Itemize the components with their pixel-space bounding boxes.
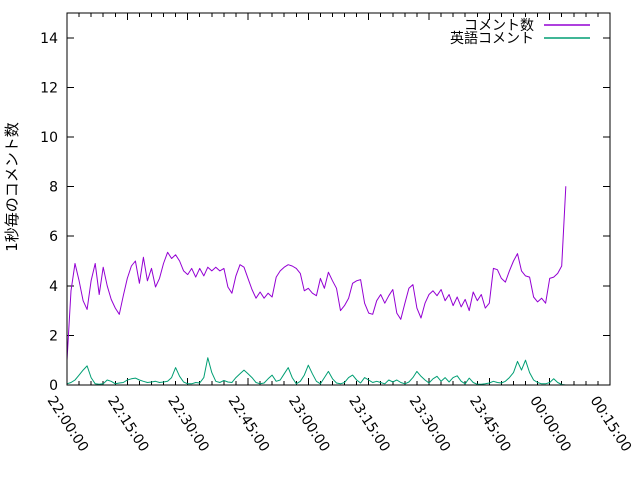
legend: コメント数 英語コメント xyxy=(450,18,590,47)
y-axis-title: 1秒毎のコメント数 xyxy=(3,122,21,252)
x-tick-label: 00:15:00 xyxy=(587,393,635,454)
x-tick-label: 23:45:00 xyxy=(466,393,514,454)
y-tick-label: 4 xyxy=(49,279,58,295)
axes: 0 2 4 6 8 10 12 14 22:00:00 22:15:00 22:30:00 22:45… xyxy=(40,13,634,455)
x-tick-label: 23:30:00 xyxy=(406,393,454,454)
y-tick-label: 10 xyxy=(40,130,58,146)
x-tick-label: 23:00:00 xyxy=(285,393,333,454)
y-tick-label: 12 xyxy=(40,80,58,96)
legend-label-comments: コメント数 xyxy=(464,18,534,34)
legend-label-english-comments: 英語コメント xyxy=(450,30,534,47)
x-tick-label: 22:30:00 xyxy=(164,393,212,454)
x-tick-label: 23:15:00 xyxy=(345,393,393,454)
x-tick-label: 22:45:00 xyxy=(225,393,273,454)
series-line-1 xyxy=(66,357,567,386)
y-tick-label: 8 xyxy=(49,180,58,196)
y-tick-label: 2 xyxy=(49,328,58,344)
plot-border xyxy=(66,12,611,386)
y-tick-label: 6 xyxy=(49,229,58,245)
x-tick-label: 22:15:00 xyxy=(104,393,152,454)
y-tick-label: 0 xyxy=(49,378,58,394)
x-tick-label: 00:00:00 xyxy=(526,393,574,454)
series-lines xyxy=(66,186,567,386)
x-tick-label: 22:00:00 xyxy=(44,393,92,454)
series-line-0 xyxy=(66,186,567,361)
y-tick-label: 14 xyxy=(40,31,58,47)
